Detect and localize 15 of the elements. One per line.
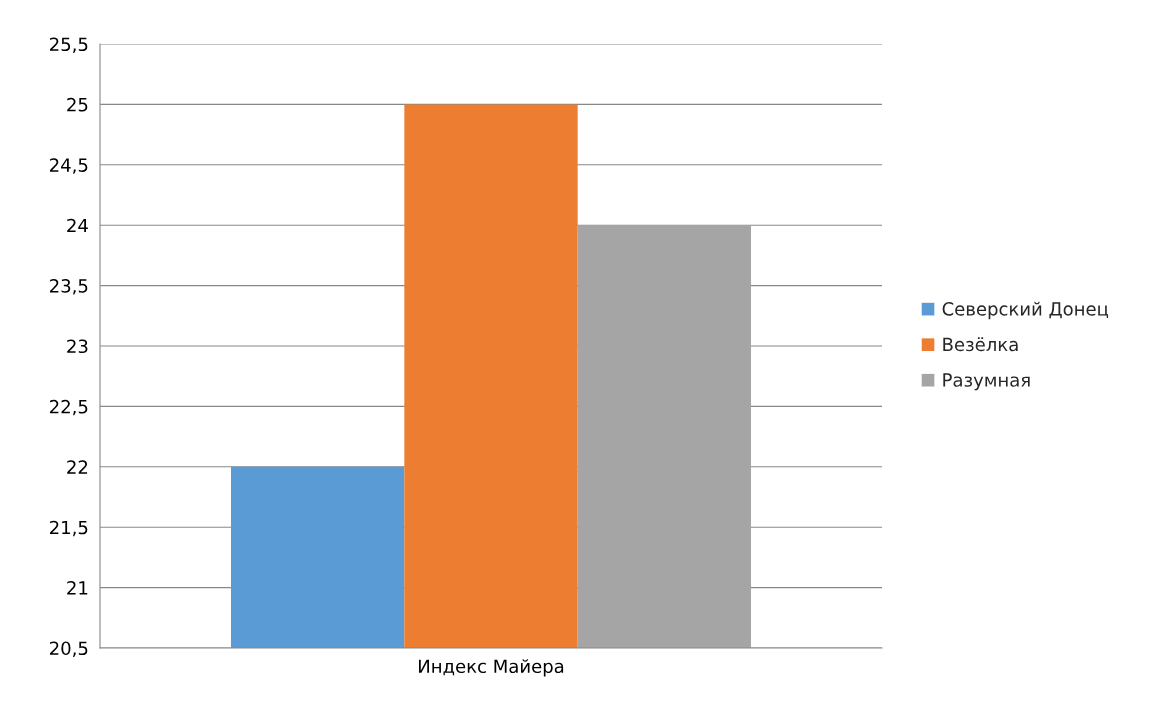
- y-tick-label: 23,5: [50, 279, 88, 295]
- y-tick-label: 24,5: [50, 158, 88, 174]
- x-tick-label: Индекс Майера: [419, 659, 564, 677]
- y-tick-label: 25: [67, 97, 88, 112]
- y-tick-label: 23: [67, 339, 88, 354]
- y-tick-label: 21,5: [50, 520, 88, 537]
- legend-label: Везёлка: [943, 337, 1018, 352]
- legend-label: Разумная: [943, 373, 1030, 391]
- y-tick-label: 20,5: [50, 641, 88, 657]
- y-tick-label: 24: [67, 218, 88, 233]
- legend-label: Северский Донец: [942, 301, 1109, 320]
- y-tick-label: 25,5: [50, 37, 88, 53]
- y-tick-label: 21: [67, 581, 88, 595]
- y-tick-label: 22,5: [50, 399, 88, 416]
- y-tick-label: 22: [67, 460, 88, 474]
